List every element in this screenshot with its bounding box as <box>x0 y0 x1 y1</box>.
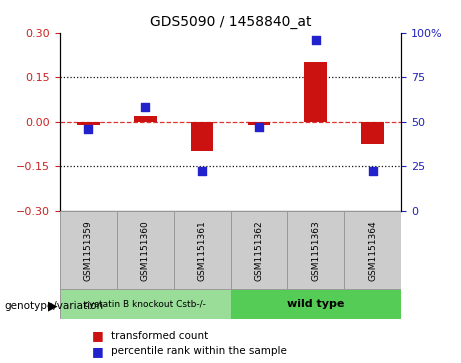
Title: GDS5090 / 1458840_at: GDS5090 / 1458840_at <box>150 15 311 29</box>
Bar <box>134 116 157 122</box>
Text: GSM1151364: GSM1151364 <box>368 220 377 281</box>
Point <box>312 37 319 43</box>
Bar <box>230 211 287 290</box>
Point <box>369 168 376 174</box>
Text: GSM1151360: GSM1151360 <box>141 220 150 281</box>
Bar <box>287 211 344 290</box>
Text: transformed count: transformed count <box>111 331 208 341</box>
Point <box>142 105 149 110</box>
Text: ■: ■ <box>92 345 104 358</box>
Bar <box>361 122 384 144</box>
Text: GSM1151363: GSM1151363 <box>311 220 320 281</box>
Text: GSM1151362: GSM1151362 <box>254 220 263 281</box>
Point <box>255 124 263 130</box>
Text: GSM1151359: GSM1151359 <box>84 220 93 281</box>
Bar <box>230 289 401 319</box>
Text: wild type: wild type <box>287 299 344 309</box>
Point <box>198 168 206 174</box>
Bar <box>344 211 401 290</box>
Bar <box>248 122 270 125</box>
Text: ■: ■ <box>92 329 104 342</box>
Bar <box>117 211 174 290</box>
Text: cystatin B knockout Cstb-/-: cystatin B knockout Cstb-/- <box>84 299 206 309</box>
Text: genotype/variation: genotype/variation <box>5 301 104 311</box>
Bar <box>60 211 117 290</box>
Bar <box>60 289 230 319</box>
Point <box>85 126 92 132</box>
Text: percentile rank within the sample: percentile rank within the sample <box>111 346 287 356</box>
Bar <box>77 122 100 125</box>
Text: ▶: ▶ <box>48 299 58 312</box>
Text: GSM1151361: GSM1151361 <box>198 220 207 281</box>
Bar <box>174 211 230 290</box>
Bar <box>191 122 213 151</box>
Bar <box>304 62 327 122</box>
